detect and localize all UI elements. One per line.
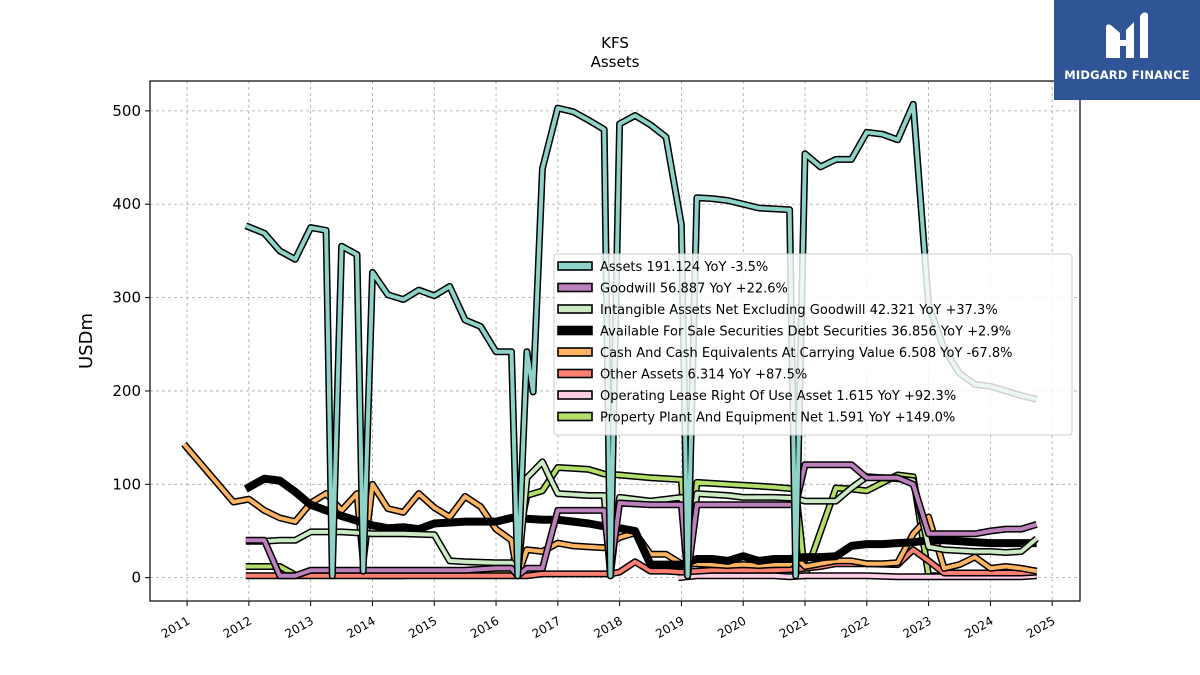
x-tick-label: 2013 bbox=[283, 614, 316, 641]
series-layer bbox=[181, 100, 1039, 582]
chart-subtitle: Assets bbox=[591, 53, 640, 71]
chart-title: KFS bbox=[601, 34, 629, 52]
series-line bbox=[243, 474, 1037, 569]
legend-label: Goodwill 56.887 YoY +22.6% bbox=[600, 282, 788, 297]
legend-swatch bbox=[557, 411, 593, 422]
x-tick-label: 2023 bbox=[900, 614, 933, 641]
x-tick-label: 2025 bbox=[1024, 614, 1057, 641]
y-tick-label: 300 bbox=[112, 289, 141, 307]
y-tick-label: 400 bbox=[112, 195, 141, 213]
legend: Assets 191.124 YoY -3.5% Goodwill 56.887 … bbox=[553, 253, 1073, 436]
legend-swatch bbox=[557, 368, 593, 379]
series-1-group bbox=[245, 461, 1038, 580]
x-tick-label: 2022 bbox=[839, 614, 872, 641]
plot-frame bbox=[149, 80, 1081, 602]
x-tick-label: 2018 bbox=[591, 614, 624, 641]
legend-label: Cash And Cash Equivalents At Carrying Va… bbox=[600, 346, 1012, 361]
series-6-group bbox=[677, 572, 1037, 582]
legend-swatch bbox=[557, 261, 593, 271]
brand-logo: MIDGARD FINANCE bbox=[1054, 0, 1200, 100]
legend-swatch bbox=[557, 390, 593, 400]
legend-box bbox=[553, 253, 1073, 436]
y-tick-label: 500 bbox=[112, 102, 141, 120]
x-tick-label: 2011 bbox=[159, 614, 192, 641]
x-tick-label: 2016 bbox=[468, 614, 501, 641]
x-tick-label: 2020 bbox=[715, 614, 748, 641]
y-tick-label: 200 bbox=[112, 382, 141, 400]
logo-mark-icon bbox=[1106, 12, 1148, 58]
series-0-group bbox=[244, 100, 1038, 580]
x-tick-label: 2012 bbox=[221, 614, 254, 641]
legend-label: Other Assets 6.314 YoY +87.5% bbox=[600, 368, 807, 383]
x-tick-label: 2014 bbox=[344, 614, 377, 641]
y-tick-label: 0 bbox=[131, 569, 141, 587]
series-5-group bbox=[245, 546, 1037, 580]
series-line bbox=[678, 573, 1037, 580]
y-axis-label: USDm bbox=[76, 313, 97, 369]
x-tick-label: 2024 bbox=[962, 614, 995, 641]
x-tick-label: 2021 bbox=[777, 614, 810, 641]
y-axis: 0 100 200 300 400 500 bbox=[112, 102, 150, 587]
legend-label: Available For Sale Securities Debt Secur… bbox=[600, 325, 1011, 340]
x-tick-label: 2019 bbox=[653, 614, 686, 641]
legend-swatch bbox=[557, 325, 593, 336]
legend-label: Assets 191.124 YoY -3.5% bbox=[600, 260, 768, 275]
series-line bbox=[245, 547, 1037, 578]
series-line bbox=[245, 462, 1038, 578]
x-tick-label: 2015 bbox=[406, 614, 439, 641]
x-axis: 2011 2012 2013 2014 2015 2016 2017 2018 2019 2020… bbox=[159, 601, 1057, 641]
series-3-group bbox=[243, 474, 1037, 569]
legend-swatch bbox=[557, 282, 593, 293]
logo-text: MIDGARD FINANCE bbox=[1064, 68, 1190, 82]
legend-label: Property Plant And Equipment Net 1.591 Y… bbox=[600, 411, 955, 426]
legend-swatch bbox=[557, 304, 593, 314]
series-line bbox=[245, 102, 1038, 578]
legend-label: Intangible Assets Net Excluding Goodwill… bbox=[600, 303, 998, 318]
legend-label: Operating Lease Right Of Use Asset 1.615… bbox=[600, 389, 956, 404]
y-tick-label: 100 bbox=[112, 475, 141, 493]
legend-swatch bbox=[557, 347, 593, 357]
x-tick-label: 2017 bbox=[530, 614, 563, 641]
